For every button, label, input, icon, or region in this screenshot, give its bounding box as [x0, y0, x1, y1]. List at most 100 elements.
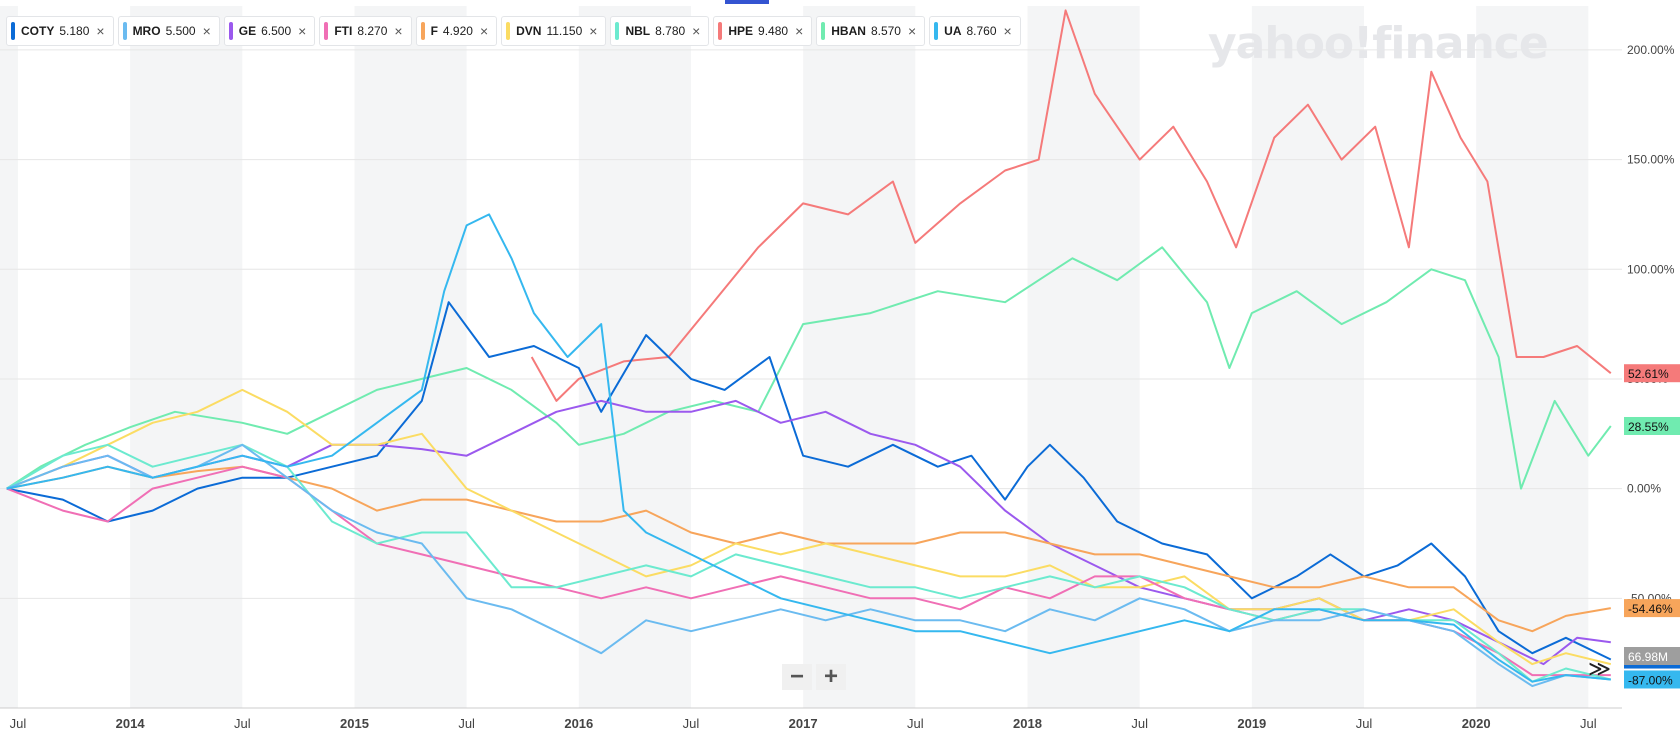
badge-label: 28.55% — [1628, 420, 1669, 434]
x-tick-label: Jul — [1356, 716, 1373, 731]
badge-background — [1624, 364, 1680, 383]
x-tick-label: 2014 — [116, 716, 146, 731]
ticker-price: 11.150 — [546, 24, 583, 38]
background-band — [354, 6, 467, 708]
y-tick-label: 100.00% — [1627, 262, 1675, 276]
y-tick-label: 150.00% — [1627, 153, 1675, 167]
remove-ticker-icon[interactable]: × — [96, 23, 105, 39]
x-tick-label: 2015 — [340, 716, 369, 731]
series-color-swatch — [934, 22, 939, 40]
ticker-chip-hpe[interactable]: HPE 9.480 × — [713, 16, 813, 46]
remove-ticker-icon[interactable]: × — [202, 23, 211, 39]
remove-ticker-icon[interactable]: × — [1003, 23, 1012, 39]
series-color-swatch — [228, 22, 233, 40]
ticker-symbol: GE — [238, 24, 257, 38]
ticker-price: 4.920 — [442, 24, 473, 38]
background-band — [0, 6, 18, 708]
background-band — [130, 6, 243, 708]
ticker-chip-ge[interactable]: GE 6.500 × — [223, 16, 316, 46]
yahoo-finance-watermark: yahoo!finance — [1208, 18, 1549, 69]
x-tick-label: 2019 — [1237, 716, 1266, 731]
background-band — [803, 6, 916, 708]
series-color-swatch — [122, 22, 127, 40]
y-tick-label: 0.00% — [1627, 482, 1661, 496]
background-band — [1251, 6, 1365, 708]
zoom-in-button[interactable]: + — [816, 664, 846, 690]
series-color-swatch — [11, 22, 15, 40]
x-tick-label: Jul — [234, 716, 251, 731]
remove-ticker-icon[interactable]: × — [479, 23, 489, 39]
ticker-chip-ua[interactable]: UA 8.760 × — [929, 16, 1021, 46]
x-tick-label: 2018 — [1013, 716, 1042, 731]
end-value-badge-f: -54.46% — [1624, 599, 1680, 618]
series-color-swatch — [324, 22, 329, 40]
x-tick-label: Jul — [1131, 716, 1148, 731]
badge-background — [1624, 670, 1680, 689]
badge-background — [1624, 599, 1680, 618]
zoom-controls: − + — [782, 664, 846, 690]
active-tab-indicator — [725, 0, 769, 4]
ticker-chip-fti[interactable]: FTI 8.270 × — [319, 16, 412, 46]
x-tick-label: Jul — [458, 716, 475, 731]
series-color-swatch — [718, 22, 723, 40]
volume-label: 66.98M — [1628, 650, 1668, 664]
y-tick-label: 200.00% — [1627, 43, 1675, 57]
badge-background — [1624, 647, 1680, 665]
badge-label: -54.46% — [1628, 602, 1673, 616]
series-line-hban — [6, 246, 1612, 490]
x-tick-label: Jul — [10, 716, 27, 731]
volume-badge: 66.98M — [1624, 647, 1680, 665]
ticker-chip-dvn[interactable]: DVN 11.150 × — [501, 16, 607, 46]
ticker-chip-mro[interactable]: MRO 5.500 × — [117, 16, 220, 46]
series-color-swatch — [615, 22, 620, 40]
ticker-symbol: DVN — [516, 24, 542, 38]
expand-labels-button[interactable]: ≫ — [1588, 656, 1612, 681]
remove-ticker-icon[interactable]: × — [589, 23, 598, 39]
ticker-price: 5.500 — [165, 24, 196, 38]
ticker-price: 9.480 — [758, 24, 789, 38]
ticker-symbol: UA — [944, 24, 962, 38]
ticker-symbol: FTI — [334, 24, 353, 38]
series-line-ua — [6, 213, 1611, 683]
x-tick-label: 2016 — [564, 716, 593, 731]
ticker-price: 8.760 — [966, 24, 997, 38]
badge-background — [1624, 416, 1680, 435]
ticker-symbol: MRO — [132, 24, 161, 38]
x-tick-label: Jul — [907, 716, 924, 731]
series-color-swatch — [821, 22, 826, 40]
zoom-out-button[interactable]: − — [782, 664, 812, 690]
ticker-chip-nbl[interactable]: NBL 8.780 × — [610, 16, 710, 46]
x-tick-label: 2017 — [789, 716, 818, 731]
ticker-symbol: COTY — [21, 24, 55, 38]
remove-ticker-icon[interactable]: × — [795, 23, 804, 39]
ticker-price: 8.570 — [870, 24, 901, 38]
badge-label: 52.61% — [1628, 367, 1669, 381]
ticker-chip-f[interactable]: F 4.920 × — [415, 16, 498, 46]
ticker-price: 6.500 — [261, 24, 292, 38]
series-color-swatch — [420, 22, 425, 40]
x-tick-label: 2020 — [1462, 716, 1491, 731]
remove-ticker-icon[interactable]: × — [692, 23, 701, 39]
ticker-price: 8.780 — [655, 24, 686, 38]
series-line-coty — [6, 301, 1612, 661]
comparison-symbols-bar: COTY 5.180 × MRO 5.500 × GE 6.500 × FTI 8.270 × F 4.9… — [6, 16, 1021, 46]
series-line-mro — [6, 443, 1611, 688]
background-band — [578, 6, 691, 708]
background-band — [1027, 6, 1140, 708]
remove-ticker-icon[interactable]: × — [298, 23, 307, 39]
remove-ticker-icon[interactable]: × — [394, 23, 403, 39]
ticker-symbol: HPE — [728, 24, 754, 38]
end-value-badge-ua: -87.00% — [1624, 670, 1680, 689]
ticker-symbol: NBL — [625, 24, 651, 38]
ticker-symbol: F — [430, 24, 438, 38]
series-line-hpe — [530, 9, 1612, 402]
ticker-chip-hban[interactable]: HBAN 8.570 × — [816, 16, 926, 46]
remove-ticker-icon[interactable]: × — [907, 23, 917, 39]
ticker-price: 5.180 — [59, 24, 90, 38]
ticker-symbol: HBAN — [831, 24, 866, 38]
ticker-chip-coty[interactable]: COTY 5.180 × — [6, 16, 114, 46]
series-color-swatch — [506, 22, 511, 40]
ticker-price: 8.270 — [357, 24, 388, 38]
